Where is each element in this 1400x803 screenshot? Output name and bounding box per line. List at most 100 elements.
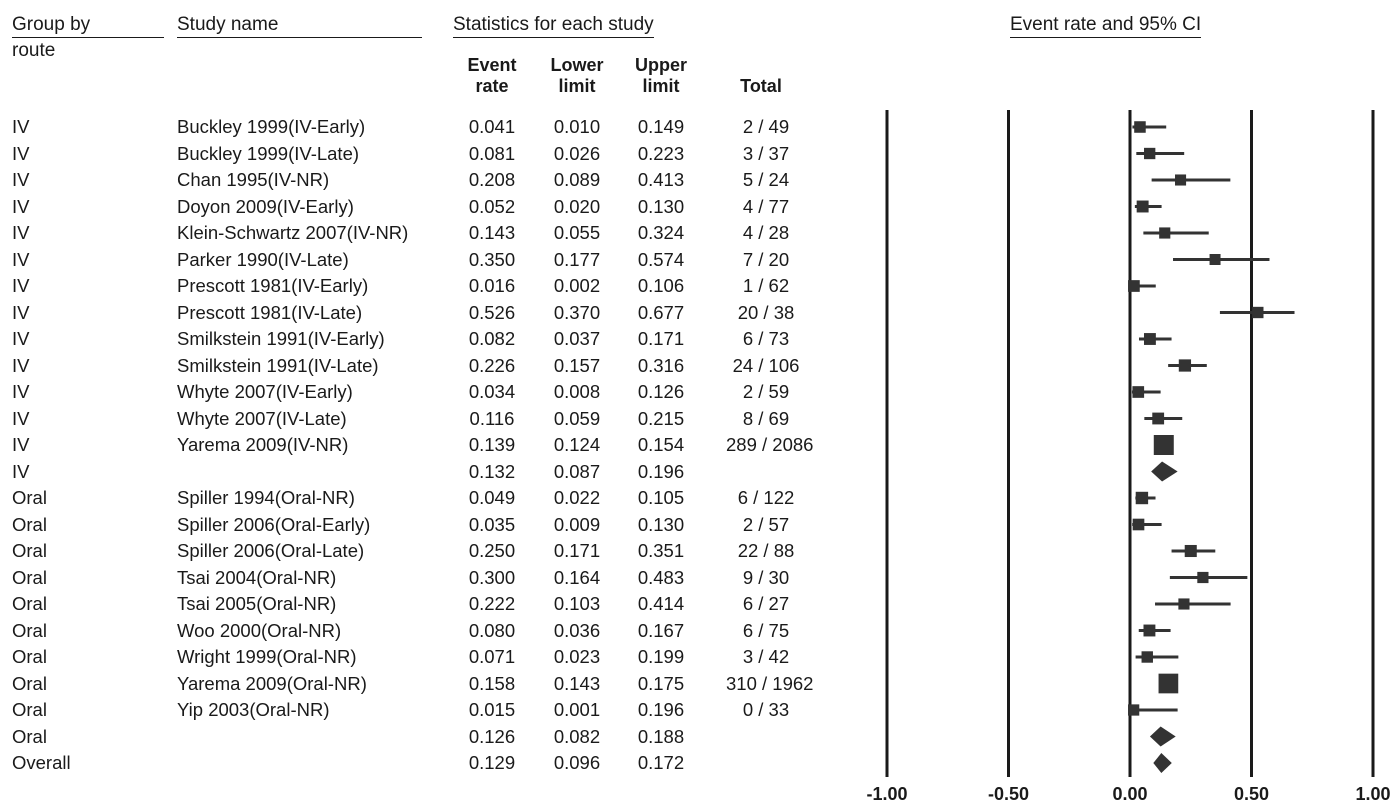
point-estimate-marker: [1132, 518, 1145, 531]
cell-rate: 0.080: [468, 619, 516, 641]
cell-total: 6 / 122: [737, 487, 795, 508]
cell-lower: 0.171: [553, 540, 601, 561]
cell-total: 1 / 62: [742, 275, 790, 296]
point-estimate-marker: [1158, 673, 1179, 694]
cell-lower: 0.164: [553, 566, 601, 588]
point-estimate-marker: [1159, 227, 1171, 239]
cell-total: 24 / 106: [732, 354, 800, 376]
total-header: Total: [740, 76, 782, 96]
cell-rate: 0.350: [468, 248, 516, 270]
cell-group: Oral: [12, 672, 47, 694]
cell-lower: 0.008: [553, 381, 601, 402]
cell-lower: 0.089: [553, 169, 601, 190]
cell-lower: 0.001: [553, 699, 601, 720]
cell-total: 6 / 75: [742, 619, 790, 641]
cell-lower: 0.036: [553, 619, 601, 641]
cell-group: Oral: [12, 540, 47, 561]
cell-total: 4 / 77: [742, 195, 790, 217]
cell-total: 3 / 37: [742, 142, 790, 164]
cell-group: Oral: [12, 725, 47, 747]
cell-upper: 0.130: [637, 195, 685, 217]
cell-group: IV: [12, 407, 30, 429]
cell-study: Klein-Schwartz 2007(IV-NR): [177, 222, 409, 243]
cell-upper: 0.316: [637, 354, 685, 376]
cell-total: 22 / 88: [737, 540, 795, 561]
cell-lower: 0.055: [553, 222, 601, 243]
cell-study: Smilkstein 1991(IV-Late): [177, 354, 379, 376]
cell-study: Buckley 1999(IV-Late): [177, 142, 360, 164]
cell-upper: 0.574: [637, 248, 685, 270]
cell-rate: 0.052: [468, 195, 516, 217]
cell-total: 0 / 33: [742, 699, 790, 720]
cell-group: IV: [12, 116, 30, 137]
cell-lower: 0.010: [553, 116, 601, 137]
cell-rate: 0.139: [468, 434, 516, 455]
point-estimate-marker: [1184, 544, 1197, 558]
cell-rate: 0.300: [468, 566, 516, 588]
cell-upper: 0.154: [637, 434, 685, 455]
cell-study: Tsai 2005(Oral-NR): [177, 593, 337, 614]
cell-rate: 0.143: [468, 222, 516, 243]
cell-study: Chan 1995(IV-NR): [177, 169, 330, 190]
study-name-header: Study name: [177, 14, 422, 38]
point-estimate-marker: [1197, 571, 1209, 584]
cell-group: IV: [12, 169, 30, 190]
cell-study: Whyte 2007(IV-Early): [177, 381, 353, 402]
cell-rate: 0.082: [468, 328, 516, 349]
cell-upper: 0.215: [637, 407, 685, 429]
cell-upper: 0.105: [637, 487, 685, 508]
cell-lower: 0.009: [553, 513, 601, 535]
cell-rate: 0.526: [468, 301, 516, 323]
cell-study: Spiller 2006(Oral-Early): [177, 513, 371, 535]
cell-group: Oral: [12, 619, 47, 641]
point-estimate-marker: [1252, 306, 1264, 319]
cell-total: 2 / 49: [742, 116, 790, 137]
cell-group: Overall: [12, 752, 71, 773]
cell-rate: 0.035: [468, 513, 516, 535]
lower-limit-header: Lower limit: [550, 55, 604, 96]
cell-total: 6 / 27: [742, 593, 790, 614]
cell-total: 289 / 2086: [726, 434, 814, 455]
point-estimate-marker: [1209, 254, 1221, 265]
cell-rate: 0.116: [469, 407, 515, 429]
cell-upper: 0.130: [637, 513, 685, 535]
point-estimate-marker: [1135, 491, 1149, 505]
cell-group: Oral: [12, 593, 47, 614]
upper-limit-header: Upper limit: [634, 55, 687, 96]
summary-diamond: [1153, 753, 1172, 773]
cell-group: IV: [12, 381, 30, 402]
summary-diamond: [1149, 726, 1176, 747]
cell-total: 2 / 57: [742, 513, 790, 535]
cell-upper: 0.196: [637, 460, 685, 482]
cell-rate: 0.034: [468, 381, 516, 402]
cell-upper: 0.126: [637, 381, 685, 402]
cell-study: Doyon 2009(IV-Early): [177, 195, 354, 217]
cell-upper: 0.196: [637, 699, 685, 720]
cell-upper: 0.483: [637, 566, 685, 588]
cell-group: IV: [12, 222, 30, 243]
cell-study: Wright 1999(Oral-NR): [177, 646, 357, 667]
group-by-header: Group by: [12, 14, 164, 38]
cell-rate: 0.158: [468, 672, 516, 694]
cell-upper: 0.188: [637, 725, 685, 747]
point-estimate-marker: [1178, 359, 1192, 372]
point-estimate-marker: [1143, 624, 1156, 637]
cell-upper: 0.414: [637, 593, 685, 614]
cell-group: IV: [12, 434, 30, 455]
point-estimate-marker: [1175, 174, 1187, 186]
point-estimate-marker: [1136, 200, 1149, 213]
cell-total: 8 / 69: [742, 407, 790, 429]
cell-total: 5 / 24: [742, 169, 790, 190]
cell-upper: 0.172: [637, 752, 685, 773]
cell-rate: 0.071: [468, 646, 516, 667]
cell-study: Whyte 2007(IV-Late): [177, 407, 347, 429]
point-estimate-marker: [1153, 435, 1174, 455]
event-rate-header: Event rate: [467, 55, 517, 96]
cell-lower: 0.023: [553, 646, 601, 667]
x-tick-label: 1.00: [1355, 784, 1390, 803]
cell-total: 2 / 59: [742, 381, 790, 402]
cell-upper: 0.149: [637, 116, 685, 137]
cell-group: Oral: [12, 646, 47, 667]
group-by-subheader: route: [12, 40, 56, 61]
